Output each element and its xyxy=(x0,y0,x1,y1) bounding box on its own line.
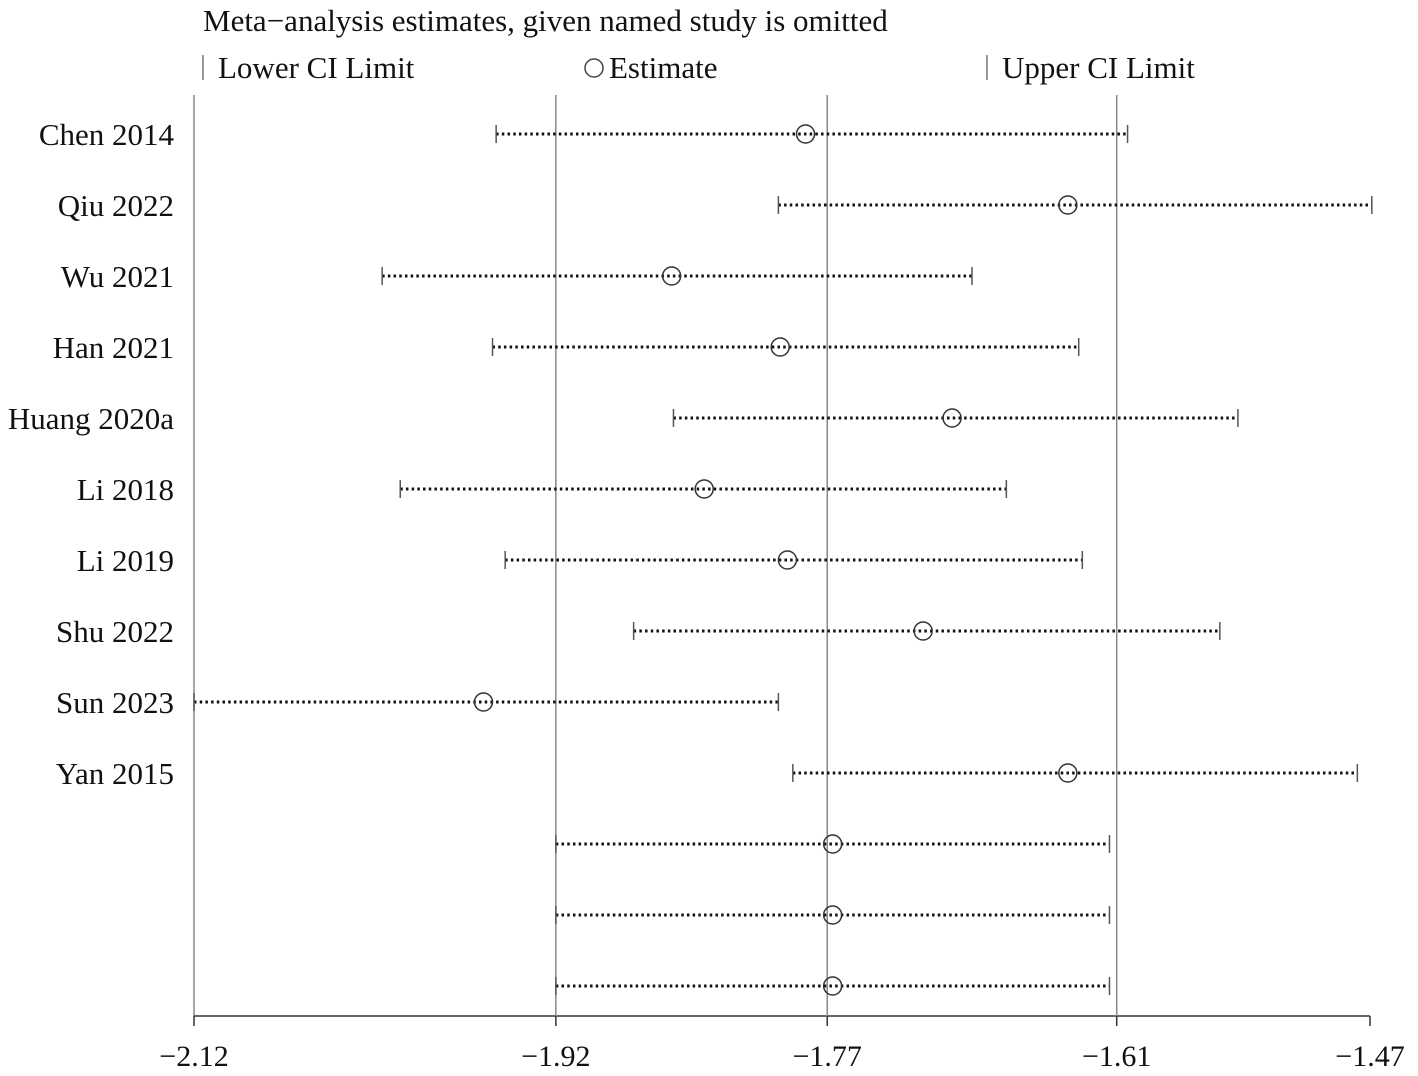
study-label: Sun 2023 xyxy=(56,685,174,720)
study-label: Wu 2021 xyxy=(61,259,174,294)
legend-upper-label: Upper CI Limit xyxy=(1002,50,1195,85)
study-label: Li 2018 xyxy=(77,472,174,507)
estimate-point xyxy=(473,692,494,712)
estimate-point xyxy=(822,976,843,996)
x-tick-label: −2.12 xyxy=(159,1040,228,1073)
x-tick-label: −1.77 xyxy=(793,1040,862,1073)
estimate-point xyxy=(822,834,843,854)
study-label: Qiu 2022 xyxy=(58,188,174,223)
estimate-point xyxy=(1058,195,1078,215)
legend-lower-label: Lower CI Limit xyxy=(218,50,415,85)
estimate-point xyxy=(694,479,714,499)
study-label: Huang 2020a xyxy=(8,401,174,436)
estimate-point xyxy=(913,621,933,641)
study-label: Shu 2022 xyxy=(56,614,174,649)
estimate-point xyxy=(822,905,843,925)
estimate-point xyxy=(795,124,816,144)
legend-estimate-marker xyxy=(584,58,604,78)
study-label: Li 2019 xyxy=(77,543,174,578)
x-tick-label: −1.92 xyxy=(521,1040,590,1073)
study-label: Han 2021 xyxy=(53,330,174,365)
estimate-point xyxy=(777,550,798,570)
plot-area: −2.12 −1.92 −1.77 −1.61 −1.47 Chen 2014 Qiu 20… xyxy=(8,95,1405,1073)
study-label: Chen 2014 xyxy=(39,117,175,152)
estimate-point xyxy=(1058,763,1078,783)
x-tick-label: −1.61 xyxy=(1082,1040,1151,1073)
chart-title: Meta−analysis estimates, given named stu… xyxy=(203,3,888,38)
legend-estimate-label: Estimate xyxy=(609,50,717,85)
estimate-point xyxy=(770,337,790,357)
study-label: Yan 2015 xyxy=(56,756,174,791)
legend: Lower CI Limit Estimate Upper CI Limit xyxy=(202,50,1195,85)
estimate-point xyxy=(942,408,962,428)
estimate-point xyxy=(661,266,682,286)
x-tick-label: −1.47 xyxy=(1335,1040,1404,1073)
